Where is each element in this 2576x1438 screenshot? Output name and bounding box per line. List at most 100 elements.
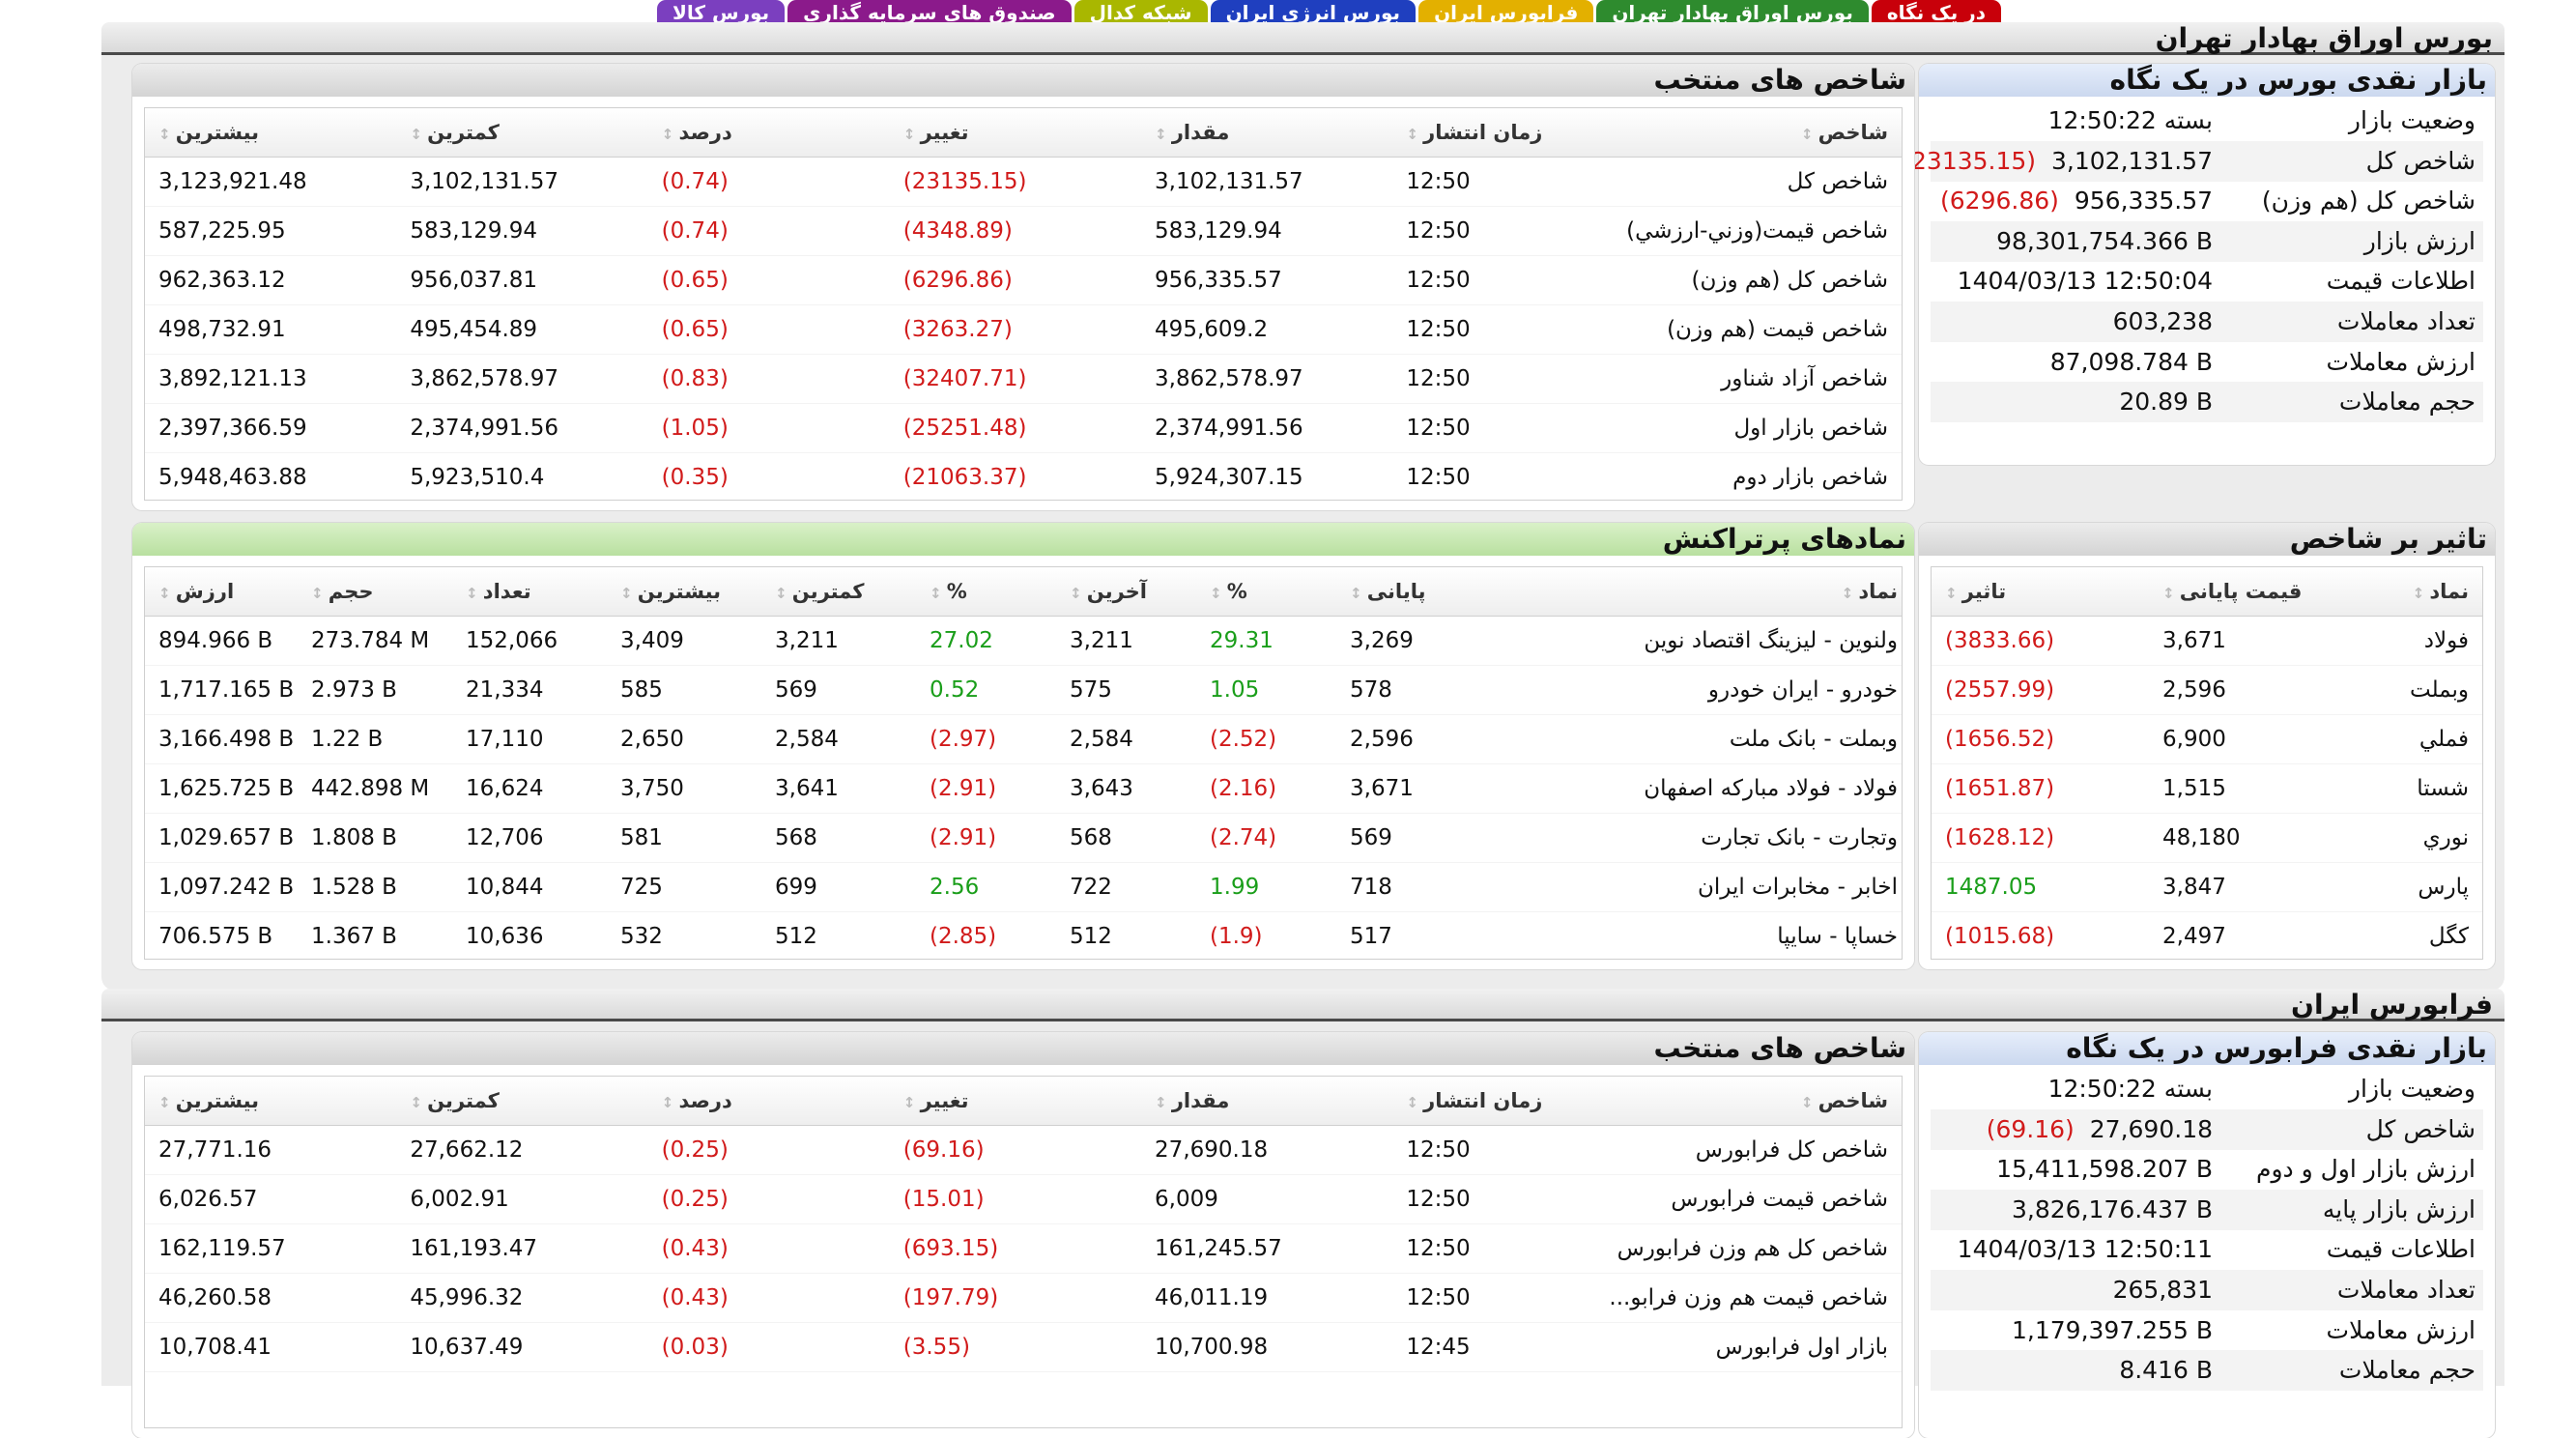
cell-name[interactable]: شاخص بازار اول — [1589, 403, 1902, 453]
tab-5[interactable]: صندوق های سرمایه گذاری — [787, 0, 1072, 25]
cell-name[interactable]: شاخص قیمت فرابورس — [1589, 1174, 1902, 1224]
column-header-close[interactable]: پایانی — [1336, 567, 1476, 617]
table-row[interactable]: وبملت - بانک ملت 2,596 (2.52) 2,584 (2.97) 2,… — [145, 714, 1902, 764]
tab-2[interactable]: فرابورس ایران — [1418, 0, 1594, 25]
cell-symbol[interactable]: فولاد — [2318, 616, 2482, 666]
column-header-value[interactable]: مقدار — [1141, 108, 1393, 158]
table-row[interactable]: خساپا - سایپا 517 (1.9) 512 (2.85) 512 532 10,6… — [145, 911, 1902, 959]
cell-symbol[interactable]: اخابر - مخابرات ایران — [1476, 862, 1902, 912]
column-header-symbol[interactable]: نماد — [2318, 567, 2482, 617]
ifb-indices-title: شاخص های منتخب — [1653, 1032, 1906, 1064]
tab-6[interactable]: بورس کالا — [657, 0, 786, 25]
column-header-effect[interactable]: تاثیر — [1932, 567, 2149, 617]
cell-name[interactable]: شاخص قیمت هم وزن فرابو... — [1589, 1273, 1902, 1323]
cell-symbol[interactable]: کگل — [2318, 911, 2482, 959]
column-header-max[interactable]: بیشترین — [145, 108, 397, 158]
column-header-close-pct[interactable]: % — [1196, 567, 1336, 617]
table-row[interactable]: وتجارت - بانک تجارت 569 (2.74) 568 (2.91) 568… — [145, 813, 1902, 863]
column-header-max[interactable]: بیشترین — [145, 1077, 397, 1126]
glance-row: شاخص کل (69.16) 27,690.18 — [1931, 1108, 2483, 1150]
cell-symbol[interactable]: فملي — [2318, 714, 2482, 764]
column-header-min[interactable]: کمترین — [761, 567, 916, 617]
column-header-change[interactable]: تغییر — [889, 108, 1142, 158]
glance-row: اطلاعات قیمت 1404/03/13 12:50:11 — [1931, 1229, 2483, 1270]
cell-symbol[interactable]: وتجارت - بانک تجارت — [1476, 813, 1902, 863]
column-header-volume[interactable]: حجم — [298, 567, 452, 617]
tab-1[interactable]: بورس اوراق بهادار تهران — [1596, 0, 1869, 25]
table-row[interactable]: ولنوین - لیزینگ اقتصاد نوین 3,269 29.31 3,2… — [145, 616, 1902, 666]
tab-0[interactable]: در یک نگاه — [1871, 0, 2001, 25]
column-header-last[interactable]: آخرین — [1056, 567, 1196, 617]
column-header-value[interactable]: ارزش — [145, 567, 298, 617]
cell-symbol[interactable]: وبملت - بانک ملت — [1476, 714, 1902, 764]
table-row[interactable]: شاخص قیمت هم وزن فرابو... 12:50 46,011.19(… — [145, 1273, 1902, 1323]
cell-symbol[interactable]: پارس — [2318, 862, 2482, 912]
table-row[interactable]: کگل 2,497 (1015.68) — [1932, 911, 2482, 959]
column-header-percent[interactable]: درصد — [647, 1077, 890, 1126]
column-header-close[interactable]: قیمت پایانی — [2149, 567, 2318, 617]
cell-name[interactable]: بازار اول فرابورس — [1589, 1322, 1902, 1372]
cell-symbol[interactable]: فولاد - فولاد مبارکه اصفهان — [1476, 763, 1902, 814]
column-header-change[interactable]: تغییر — [889, 1077, 1142, 1126]
table-row[interactable]: فملي 6,900 (1656.52) — [1932, 714, 2482, 764]
table-row[interactable]: شاخص کل فرابورس 12:50 27,690.18 (69.16) (0.2… — [145, 1125, 1902, 1175]
table-row[interactable]: شاخص کل 12:50 3,102,131.57 (23135.15) (0.74)… — [145, 157, 1902, 207]
cell-symbol[interactable]: وبملت — [2318, 665, 2482, 715]
column-header-max[interactable]: بیشترین — [607, 567, 761, 617]
table-row[interactable]: فولاد 3,671 (3833.66) — [1932, 616, 2482, 666]
cell-name[interactable]: شاخص آزاد شناور — [1589, 354, 1902, 404]
glance-value: بسته 12:50:22 — [2048, 101, 2213, 141]
cell-name[interactable]: شاخص کل (هم وزن) — [1589, 255, 1902, 305]
glance-value: (69.16) 27,690.18 — [1987, 1109, 2213, 1150]
table-row[interactable]: اخابر - مخابرات ایران 718 1.99 722 2.56 699 72… — [145, 862, 1902, 912]
cell-symbol[interactable]: شستا — [2318, 763, 2482, 814]
table-row[interactable]: وبملت 2,596 (2557.99) — [1932, 665, 2482, 715]
table-row[interactable]: شاخص کل (هم وزن) 12:50 956,335.57 (6296.86)… — [145, 255, 1902, 305]
cell-name[interactable]: شاخص قیمت(وزني-ارزشي) — [1589, 206, 1902, 256]
cell-last: 3,211 — [1056, 616, 1196, 666]
column-header-min[interactable]: کمترین — [396, 1077, 648, 1126]
column-header-name[interactable]: شاخص — [1589, 1077, 1902, 1126]
table-row[interactable]: شاخص آزاد شناور 12:50 3,862,578.97 (32407.7… — [145, 354, 1902, 404]
column-header-min[interactable]: کمترین — [396, 108, 648, 158]
table-row[interactable]: شاخص بازار دوم 12:50 5,924,307.15 (21063.37… — [145, 452, 1902, 500]
table-row[interactable]: شستا 1,515 (1651.87) — [1932, 763, 2482, 814]
column-header-symbol[interactable]: نماد — [1476, 567, 1902, 617]
table-row[interactable]: نوري 48,180 (1628.12) — [1932, 813, 2482, 863]
cell-count: 10,636 — [452, 911, 607, 959]
cell-count: 152,066 — [452, 616, 607, 666]
tse-indices-table: شاخصزمان انتشارمقدارتغییردرصدکمترینبیشتر… — [145, 108, 1902, 500]
glance-value: بسته 12:50:22 — [2048, 1069, 2213, 1109]
cell-name[interactable]: شاخص قیمت (هم وزن) — [1589, 304, 1902, 355]
column-header-last-pct[interactable]: % — [916, 567, 1056, 617]
cell-volume: 1.808 B — [298, 813, 452, 863]
table-row[interactable]: شاخص قیمت (هم وزن) 12:50 495,609.2 (3263.27… — [145, 304, 1902, 355]
table-row[interactable]: بازار اول فرابورس 12:45 10,700.98 (3.55) (0.… — [145, 1322, 1902, 1372]
tab-3[interactable]: بورس انرژی ایران — [1210, 0, 1417, 25]
table-row[interactable]: خودرو - ایران خودرو 578 1.05 575 0.52 569 585 2… — [145, 665, 1902, 715]
table-row[interactable]: شاخص بازار اول 12:50 2,374,991.56 (25251.48… — [145, 403, 1902, 453]
cell-symbol[interactable]: ولنوین - لیزینگ اقتصاد نوین — [1476, 616, 1902, 666]
column-header-percent[interactable]: درصد — [647, 108, 890, 158]
cell-symbol[interactable]: نوري — [2318, 813, 2482, 863]
table-row[interactable]: فولاد - فولاد مبارکه اصفهان 3,671 (2.16) 3,… — [145, 763, 1902, 814]
cell-name[interactable]: شاخص بازار دوم — [1589, 452, 1902, 500]
cell-symbol[interactable]: خودرو - ایران خودرو — [1476, 665, 1902, 715]
table-row[interactable]: شاخص قیمت(وزني-ارزشي) 12:50 583,129.94 (434… — [145, 206, 1902, 256]
cell-name[interactable]: شاخص کل فرابورس — [1589, 1125, 1902, 1175]
cell-name[interactable]: شاخص کل هم وزن فرابورس — [1589, 1223, 1902, 1274]
table-row[interactable]: پارس 3,847 1487.05 — [1932, 862, 2482, 912]
column-header-name[interactable]: شاخص — [1589, 108, 1902, 158]
column-header-time[interactable]: زمان انتشار — [1392, 108, 1589, 158]
tse-section-title: بورس اوراق بهادار تهران — [2155, 22, 2493, 54]
cell-name[interactable]: شاخص کل — [1589, 157, 1902, 207]
column-header-time[interactable]: زمان انتشار — [1392, 1077, 1589, 1126]
column-header-value[interactable]: مقدار — [1141, 1077, 1393, 1126]
column-header-count[interactable]: تعداد — [452, 567, 607, 617]
header-row: شاخصزمان انتشارمقدارتغییردرصدکمترینبیشتر… — [145, 1077, 1902, 1126]
table-row[interactable]: شاخص قیمت فرابورس 12:50 6,009 (15.01) (0.25)… — [145, 1174, 1902, 1224]
cell-value: 894.966 B — [145, 616, 298, 666]
table-row[interactable]: شاخص کل هم وزن فرابورس 12:50 161,245.57 (69… — [145, 1223, 1902, 1274]
tab-4[interactable]: شبکه کدال — [1073, 0, 1208, 25]
cell-symbol[interactable]: خساپا - سایپا — [1476, 911, 1902, 959]
